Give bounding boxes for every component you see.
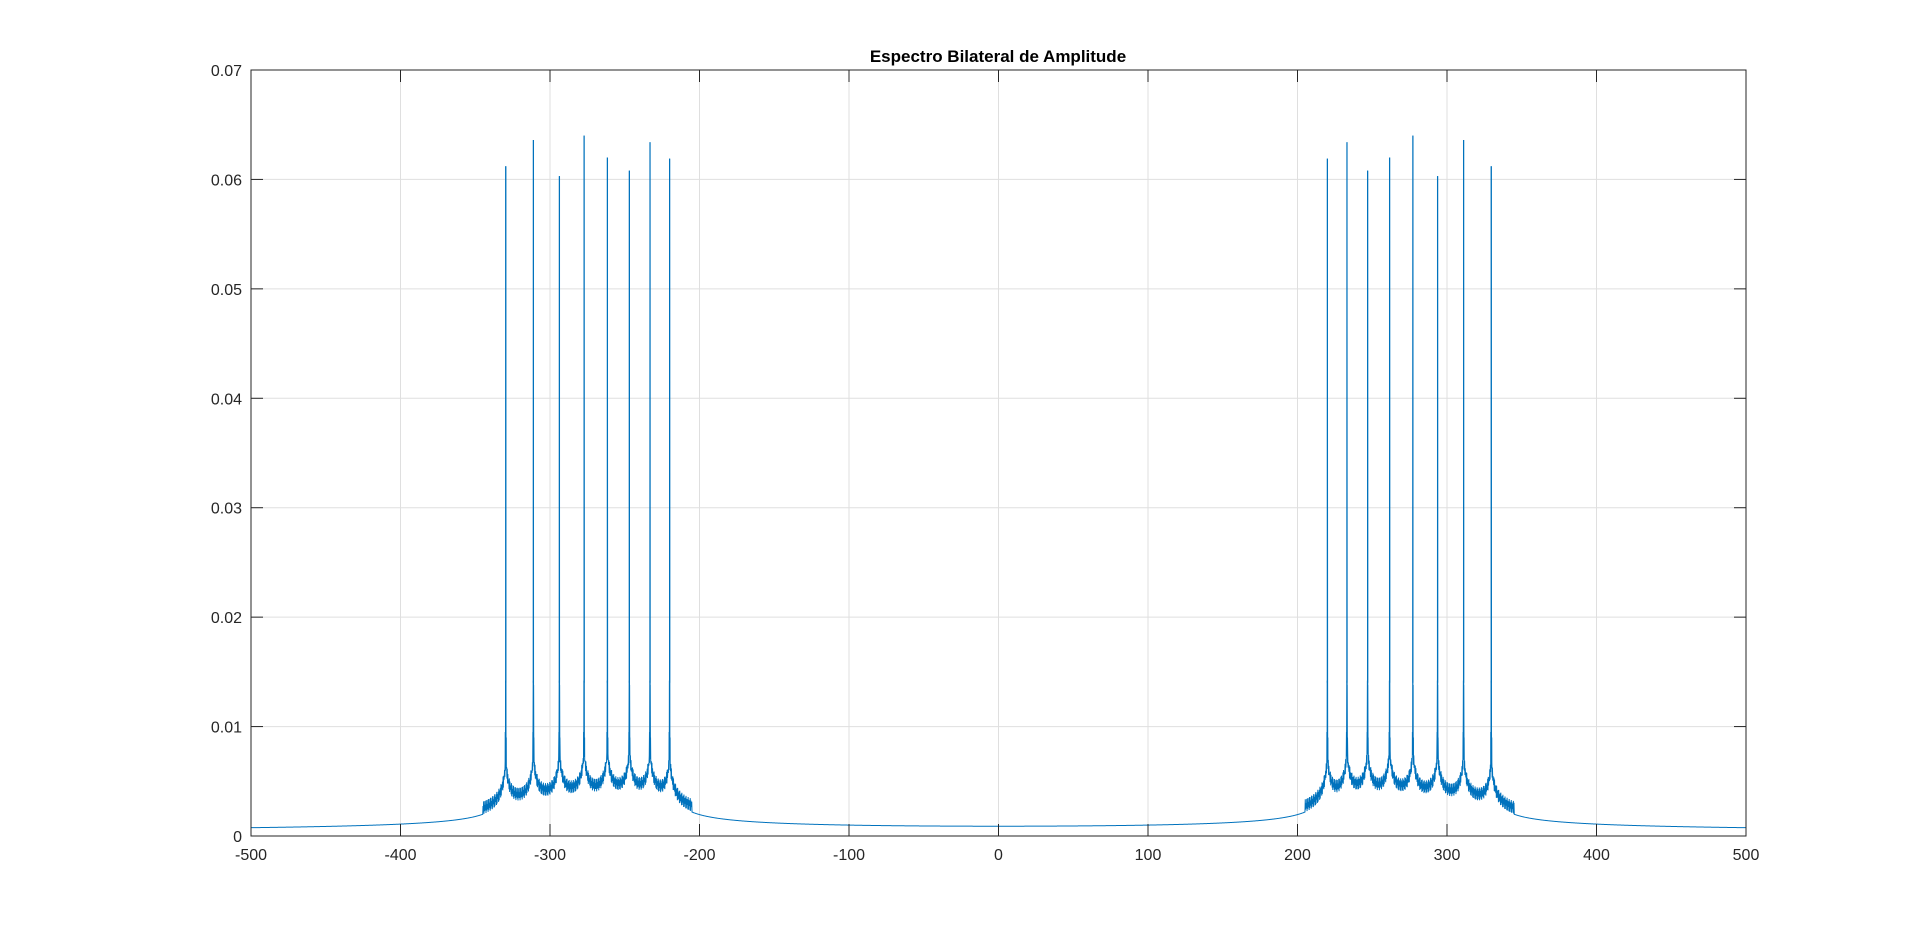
y-tick-label: 0.01 bbox=[211, 720, 242, 737]
x-tick-label: -100 bbox=[833, 847, 865, 864]
x-tick-label: 200 bbox=[1284, 847, 1311, 864]
chart-title: Espectro Bilateral de Amplitude bbox=[870, 47, 1126, 66]
series-layer bbox=[250, 135, 1747, 829]
x-tick-label: 300 bbox=[1434, 847, 1461, 864]
x-tick-label: 100 bbox=[1135, 847, 1162, 864]
y-tick-label: 0.02 bbox=[211, 610, 242, 627]
y-tick-label: 0.07 bbox=[211, 63, 242, 80]
y-tick-labels: 0 0.01 0.02 0.03 0.04 0.05 0.06 0.07 bbox=[211, 63, 242, 846]
y-tick-label: 0 bbox=[233, 829, 242, 846]
x-tick-label: -400 bbox=[384, 847, 416, 864]
y-tick-label: 0.03 bbox=[211, 501, 242, 518]
grid bbox=[251, 70, 1746, 836]
x-tick-label: -500 bbox=[235, 847, 267, 864]
x-tick-label: -200 bbox=[683, 847, 715, 864]
x-tick-label: 0 bbox=[994, 847, 1003, 864]
x-tick-label: 400 bbox=[1583, 847, 1610, 864]
y-tick-label: 0.06 bbox=[211, 172, 242, 189]
x-tick-label: 500 bbox=[1733, 847, 1760, 864]
y-tick-label: 0.04 bbox=[211, 391, 242, 408]
y-tick-label: 0.05 bbox=[211, 282, 242, 299]
x-tick-labels: -500 -400 -300 -200 -100 0 100 200 300 400 500 bbox=[235, 847, 1759, 864]
axes bbox=[250, 69, 1747, 837]
x-tick-label: -300 bbox=[534, 847, 566, 864]
